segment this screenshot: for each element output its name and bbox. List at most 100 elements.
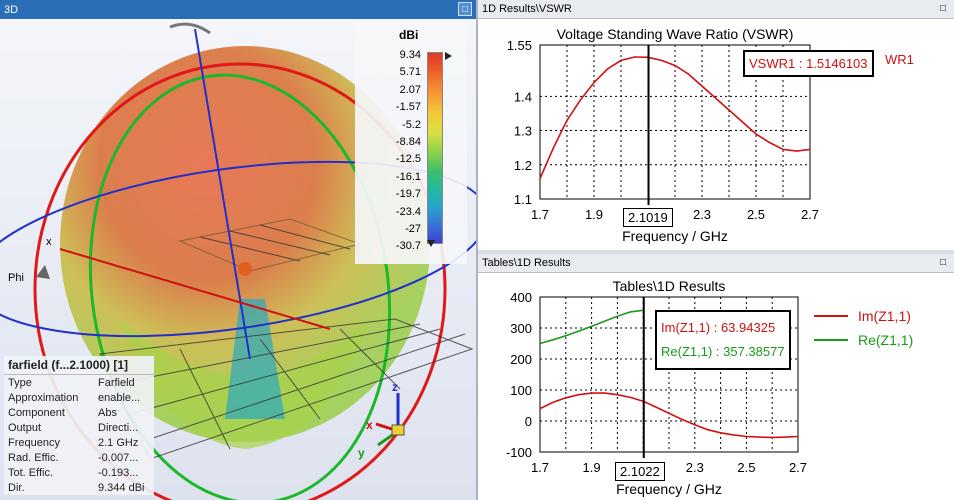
info-value: Directi... (98, 421, 139, 434)
vswr-titlebar: 1D Results\VSWR □ (478, 0, 954, 19)
y-tick-label: 100 (510, 383, 532, 398)
x-tick-label: 1.9 (583, 460, 601, 475)
series-line-vswr1 (539, 56, 811, 179)
x-tick-label: 2.3 (686, 460, 704, 475)
vswr-panel-title: 1D Results\VSWR (482, 3, 572, 15)
info-key: Tot. Effic. (8, 466, 54, 479)
y-tick-label: -100 (506, 445, 532, 460)
impedance-maximize-button[interactable]: □ (939, 257, 947, 268)
chart-title: Tables\1D Results (613, 278, 726, 294)
info-row: Dir. 9.344 dBi (4, 480, 154, 495)
colorbar-gradient (427, 52, 443, 244)
info-row: Output Directi... (4, 420, 154, 435)
colorbar-tick-label: -30.7 (395, 240, 421, 253)
legend-re: Re(Z1,1) (858, 332, 914, 348)
x-tick-label: 1.9 (585, 207, 603, 222)
info-value: enable... (98, 391, 141, 404)
phi-ring-green (88, 73, 392, 500)
info-value: 2.1 GHz (98, 436, 139, 449)
y-tick-label: 300 (510, 321, 532, 336)
y-tick-label: 1.55 (507, 38, 532, 53)
y-tick-label: 200 (510, 352, 532, 367)
chart-title: Voltage Standing Wave Ratio (VSWR) (557, 26, 794, 42)
radiation-pattern-lobe (60, 46, 430, 442)
3d-view-titlebar: 3D □ (0, 0, 476, 19)
vswr-panel[interactable]: 1D Results\VSWR □ Voltage Standing Wave … (478, 0, 954, 250)
impedance-marker-label: 2.1022 (615, 462, 665, 481)
3d-view-title: 3D (4, 3, 19, 16)
plot-frame (539, 296, 799, 453)
legend-im: Im(Z1,1) (858, 308, 911, 324)
panel-divider[interactable] (476, 0, 478, 500)
x-axis-line (59, 248, 331, 330)
info-value: 9.344 dBi (98, 481, 145, 494)
colorbar-legend: dBi 9.34 5.71 2.07 -1.57 -5.2 -8.84 -12.5 -16.1… (355, 22, 467, 264)
vswr-legend-fragment: WR1 (885, 52, 914, 67)
impedance-panel-title: Tables\1D Results (482, 257, 571, 269)
x-tick-label: 2.7 (801, 207, 819, 222)
y-tick-label: 1.3 (514, 124, 532, 139)
info-row: Type Farfield (4, 375, 154, 390)
colorbar-tick-label: 2.07 (399, 83, 421, 96)
phi-axis-label: Phi (8, 272, 24, 284)
y-tick-label: 1.4 (514, 89, 532, 104)
impedance-titlebar: Tables\1D Results □ (478, 254, 954, 273)
x-tick-label: 2.7 (789, 460, 807, 475)
impedance-panel[interactable]: Tables\1D Results □ Tables\1D Results 1.7… (478, 254, 954, 500)
colorbar-tick-label: -8.84 (395, 136, 421, 148)
info-key: Component (8, 406, 65, 419)
colorbar-tick-label: -1.57 (395, 101, 421, 114)
svg-text:x: x (366, 418, 373, 432)
colorbar-tick-label: -27 (405, 223, 421, 235)
panel-divider-horizontal[interactable] (478, 250, 954, 254)
colorbar-tick-label: 9.34 (399, 49, 421, 61)
3d-view-panel[interactable]: 3D □ (0, 0, 476, 500)
series-line-re-z1-1- (539, 309, 644, 345)
z-axis-line (194, 28, 251, 360)
maximize-button[interactable]: □ (458, 2, 472, 16)
vswr-marker-label: 2.1019 (623, 208, 673, 227)
farfield-info-table: farfield (f...2.1000) [1] Type Farfield Ap… (4, 356, 154, 495)
vswr-chart[interactable]: Voltage Standing Wave Ratio (VSWR) 1.7 1.9… (478, 19, 954, 250)
y-tick-label: 1.1 (514, 192, 532, 207)
x-tick-label: 2.5 (747, 207, 765, 222)
info-title: farfield (f...2.1000) [1] (4, 356, 154, 375)
x-axis-label: x (46, 236, 52, 248)
colorbar-tick-label: -16.1 (395, 170, 421, 183)
series-line-im-z1-1- (539, 392, 799, 439)
colorbar-title: dBi (399, 28, 419, 42)
info-key: Output (8, 421, 42, 434)
info-row: Component Abs (4, 405, 154, 420)
colorbar-tick-label: -23.4 (395, 205, 421, 218)
x-tick-label: 1.7 (531, 460, 549, 475)
y-tick-label: 0 (525, 414, 532, 429)
info-row: Tot. Effic. -0.193... (4, 465, 154, 480)
plot-frame (539, 44, 811, 200)
info-key: Rad. Effic. (8, 451, 59, 464)
svg-text:y: y (358, 446, 365, 460)
info-key: Frequency (8, 436, 60, 449)
info-key: Approximation (8, 391, 79, 404)
x-axis-label: Frequency / GHz (622, 228, 728, 244)
x-tick-label: 2.5 (737, 460, 755, 475)
vswr-maximize-button[interactable]: □ (939, 3, 947, 14)
impedance-readout: Im(Z1,1) : 63.94325 Re(Z1,1) : 357.38577 (655, 310, 791, 370)
x-tick-label: 1.7 (531, 207, 549, 222)
info-value: -0.007... (98, 451, 139, 464)
colorbar-tick-label: -19.7 (395, 188, 421, 201)
impedance-legend: Im(Z1,1) Re(Z1,1) (814, 304, 954, 352)
info-row: Rad. Effic. -0.007... (4, 450, 154, 465)
svg-text:z: z (392, 380, 398, 394)
axis-triad: z x y (358, 380, 405, 460)
colorbar-tick-label: -5.2 (402, 118, 421, 131)
info-value: Abs (98, 406, 117, 419)
info-row: Frequency 2.1 GHz (4, 435, 154, 450)
colorbar-tick-label: -12.5 (395, 153, 421, 166)
info-key: Dir. (8, 481, 25, 494)
y-tick-label: 1.2 (514, 158, 532, 173)
y-tick-label: 400 (510, 290, 532, 305)
x-tick-label: 2.3 (693, 207, 711, 222)
info-key: Type (8, 376, 32, 389)
x-axis-label: Frequency / GHz (616, 481, 722, 497)
vswr-readout: VSWR1 : 1.5146103 (743, 50, 874, 77)
